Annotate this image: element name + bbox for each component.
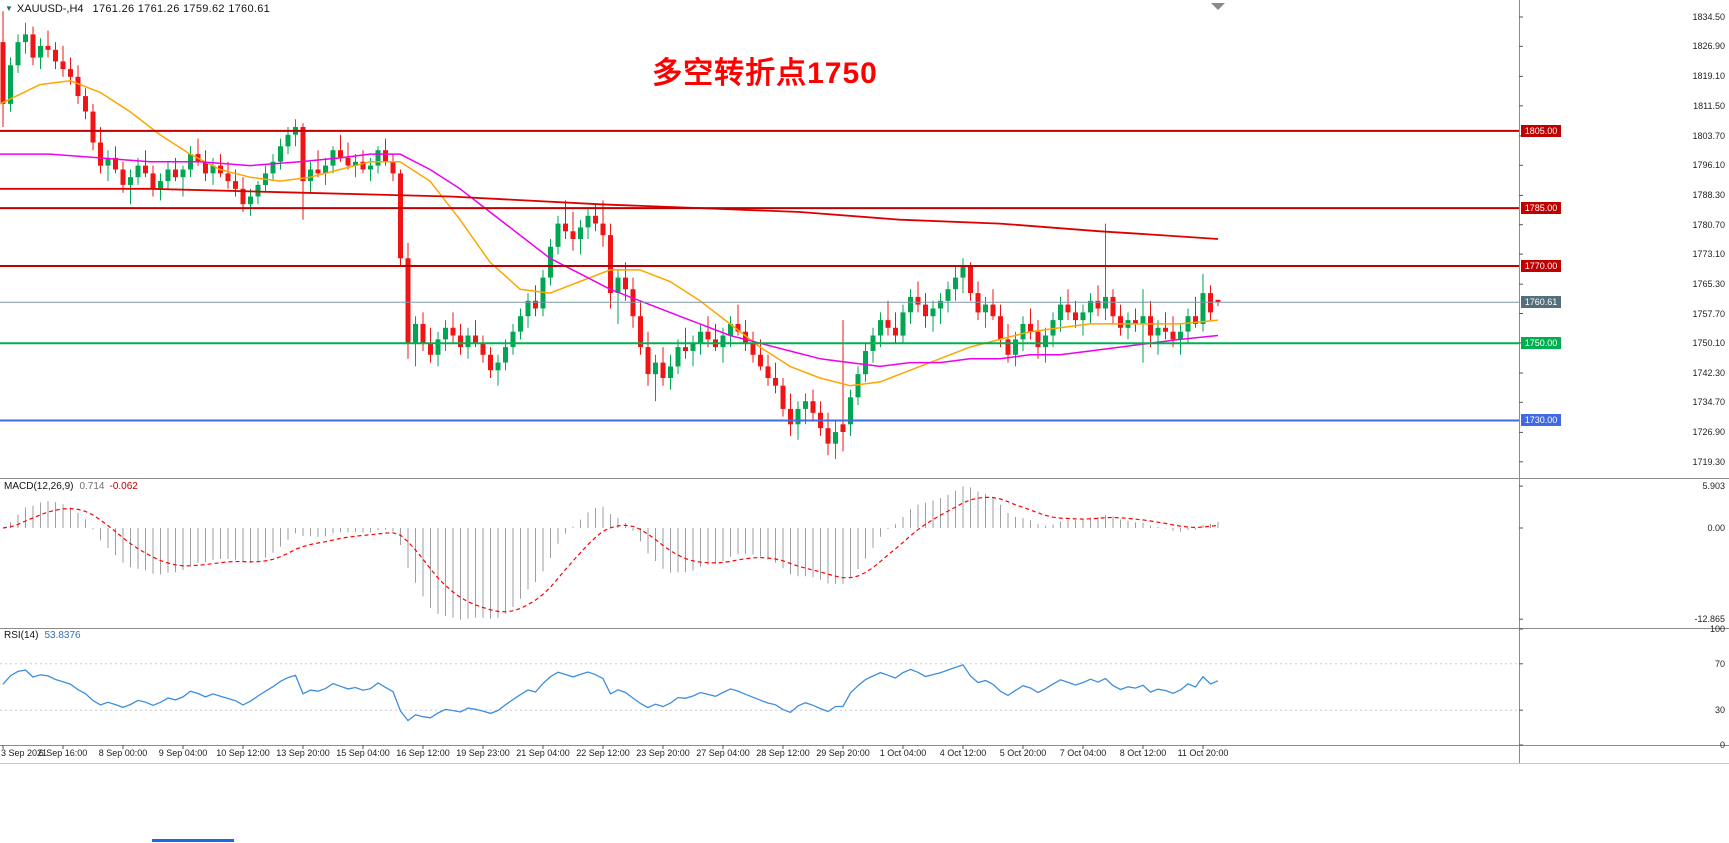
ma-magenta-mid	[0, 153, 1219, 368]
price-axis-label: 1734.70	[1692, 397, 1725, 407]
candles-group	[0, 11, 1221, 460]
time-axis-label: 5 Oct 20:00	[999, 748, 1047, 758]
time-axis-label: 7 Oct 04:00	[1059, 748, 1107, 758]
price-axis-label: 1826.90	[1692, 41, 1725, 51]
price-axis-label: 1742.30	[1692, 368, 1725, 378]
price-axis-label: 1780.70	[1692, 220, 1725, 230]
price-axis-label: 1765.30	[1692, 279, 1725, 289]
macd-label-row: MACD(12,26,9) 0.714 -0.062	[4, 481, 138, 492]
time-axis-label: 3 Sep 2021	[1, 748, 48, 758]
price-axis-label: 1788.30	[1692, 190, 1725, 200]
time-axis-label: 8 Sep 00:00	[98, 748, 148, 758]
time-axis-label: 29 Sep 20:00	[816, 748, 870, 758]
price-axis-label: 1819.10	[1692, 71, 1725, 81]
chart-icon: ▼	[5, 4, 13, 13]
macd-axis-label: 5.903	[1702, 481, 1725, 491]
time-axis-label: 22 Sep 12:00	[576, 748, 630, 758]
time-axis-label: 6 Sep 16:00	[38, 748, 88, 758]
macd-axis-label: -12.865	[1694, 614, 1725, 624]
hline-price-tag: 1805.00	[1521, 125, 1561, 137]
symbol-ohlc: 1761.26 1761.26 1759.62 1760.61	[92, 3, 271, 15]
time-axis[interactable]: 3 Sep 2021 6 Sep 16:00 8 Sep 00:00 9 Sep 04…	[0, 745, 1729, 763]
symbol-title: XAUUSD-,H4	[16, 3, 84, 15]
time-axis-label: 8 Oct 12:00	[1119, 748, 1167, 758]
hline-price-tag: 1785.00	[1521, 202, 1561, 214]
time-axis-label: 27 Sep 04:00	[696, 748, 750, 758]
price-axis-label: 1773.10	[1692, 249, 1725, 259]
time-axis-label: 23 Sep 20:00	[636, 748, 690, 758]
price-axis-label: 1719.30	[1692, 457, 1725, 467]
ma-orange-fast	[0, 79, 1219, 387]
price-axis[interactable]: 1834.50 1826.90 1819.10 1811.50 1803.70 1796.…	[1519, 0, 1729, 763]
price-axis-label: 1811.50	[1693, 101, 1725, 111]
rsi-axis-label: 70	[1714, 659, 1725, 669]
macd-signal-value: -0.062	[109, 481, 138, 492]
rsi-line	[2, 664, 1219, 722]
hline-price-tag: 1730.00	[1521, 414, 1561, 426]
price-axis-label: 1796.10	[1692, 160, 1725, 170]
time-axis-label: 9 Sep 04:00	[158, 748, 208, 758]
time-axis-label: 13 Sep 20:00	[276, 748, 330, 758]
macd-histogram	[10, 486, 1219, 620]
hline-price-tag: 1750.00	[1521, 337, 1561, 349]
rsi-axis-label: 100	[1709, 624, 1725, 634]
time-axis-label: 28 Sep 12:00	[756, 748, 810, 758]
time-axis-label: 21 Sep 04:00	[516, 748, 570, 758]
rsi-value: 53.8376	[44, 630, 81, 641]
annotation-text: 多空转折点1750	[652, 57, 878, 90]
time-axis-label: 1 Oct 04:00	[879, 748, 927, 758]
macd-label: MACD(12,26,9)	[4, 481, 74, 492]
rsi-axis-label: 30	[1714, 705, 1725, 715]
macd-signal-line	[2, 496, 1219, 613]
macd-main-value: 0.714	[79, 481, 105, 492]
price-axis-label: 1757.70	[1692, 309, 1725, 319]
rsi-axis-label: 0	[1719, 740, 1725, 750]
time-axis-label: 15 Sep 04:00	[336, 748, 390, 758]
time-axis-label: 19 Sep 23:00	[456, 748, 510, 758]
hline-price-tag: 1770.00	[1521, 260, 1561, 272]
rsi-label: RSI(14)	[4, 630, 39, 641]
time-axis-label: 16 Sep 12:00	[396, 748, 450, 758]
bottom-area	[0, 764, 1729, 843]
price-axis-label: 1726.90	[1692, 427, 1725, 437]
symbol-bar: ▼ XAUUSD-,H4 1761.26 1761.26 1759.62 1760.…	[5, 3, 270, 15]
price-axis-label: 1750.10	[1692, 338, 1725, 348]
current-price-tag: 1760.61	[1521, 296, 1561, 308]
rsi-label-row: RSI(14) 53.8376	[4, 630, 81, 641]
time-axis-label: 11 Oct 20:00	[1177, 748, 1229, 758]
time-axis-label: 4 Oct 12:00	[939, 748, 987, 758]
macd-axis-label: 0.00	[1707, 523, 1725, 533]
price-axis-label: 1834.50	[1692, 12, 1725, 22]
price-axis-label: 1803.70	[1692, 131, 1725, 141]
ma-red-slow	[0, 187, 1219, 240]
time-axis-label: 10 Sep 12:00	[216, 748, 270, 758]
bottom-blue-line	[152, 839, 234, 842]
chart-shift-marker-icon	[1211, 3, 1225, 10]
